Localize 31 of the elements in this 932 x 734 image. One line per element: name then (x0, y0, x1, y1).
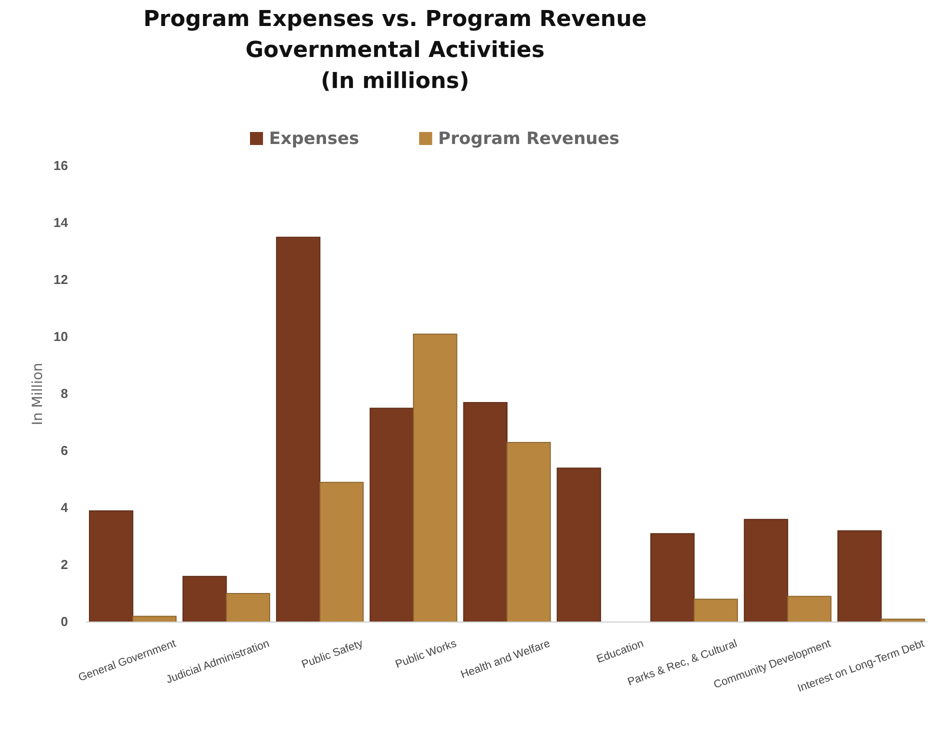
bar (650, 533, 695, 622)
x-tick-label: Health and Welfare (459, 638, 552, 682)
y-tick-label: 0 (60, 614, 68, 630)
x-tick-label: Public Works (394, 638, 459, 671)
bar (463, 402, 508, 622)
y-tick-label: 8 (60, 386, 68, 402)
y-tick-label: 16 (54, 158, 68, 174)
bar (506, 442, 551, 622)
bar (556, 468, 602, 622)
y-axis-title: In Million (30, 362, 46, 426)
y-tick-label: 12 (54, 272, 68, 288)
chart-title: Program Expenses vs. Program Revenue Governmental Activities (In millions) (143, 7, 647, 94)
bar (694, 598, 738, 622)
x-tick-label: Public Safety (300, 638, 366, 671)
y-tick-label: 10 (54, 329, 68, 344)
bar (837, 530, 882, 622)
bar (744, 518, 788, 622)
legend-label: Expenses (269, 129, 360, 149)
y-tick-label: 14 (54, 215, 69, 230)
bar (370, 408, 414, 622)
bar (319, 482, 364, 622)
y-tick-label: 4 (60, 500, 69, 516)
bar (787, 596, 832, 622)
bar (412, 334, 458, 622)
legend-label: Program Revenues (438, 129, 620, 149)
bar (276, 236, 320, 622)
y-tick-label: 2 (60, 557, 68, 572)
bar (226, 593, 270, 622)
bar (88, 510, 134, 622)
bar (182, 576, 227, 622)
y-tick-label: 6 (60, 443, 68, 458)
